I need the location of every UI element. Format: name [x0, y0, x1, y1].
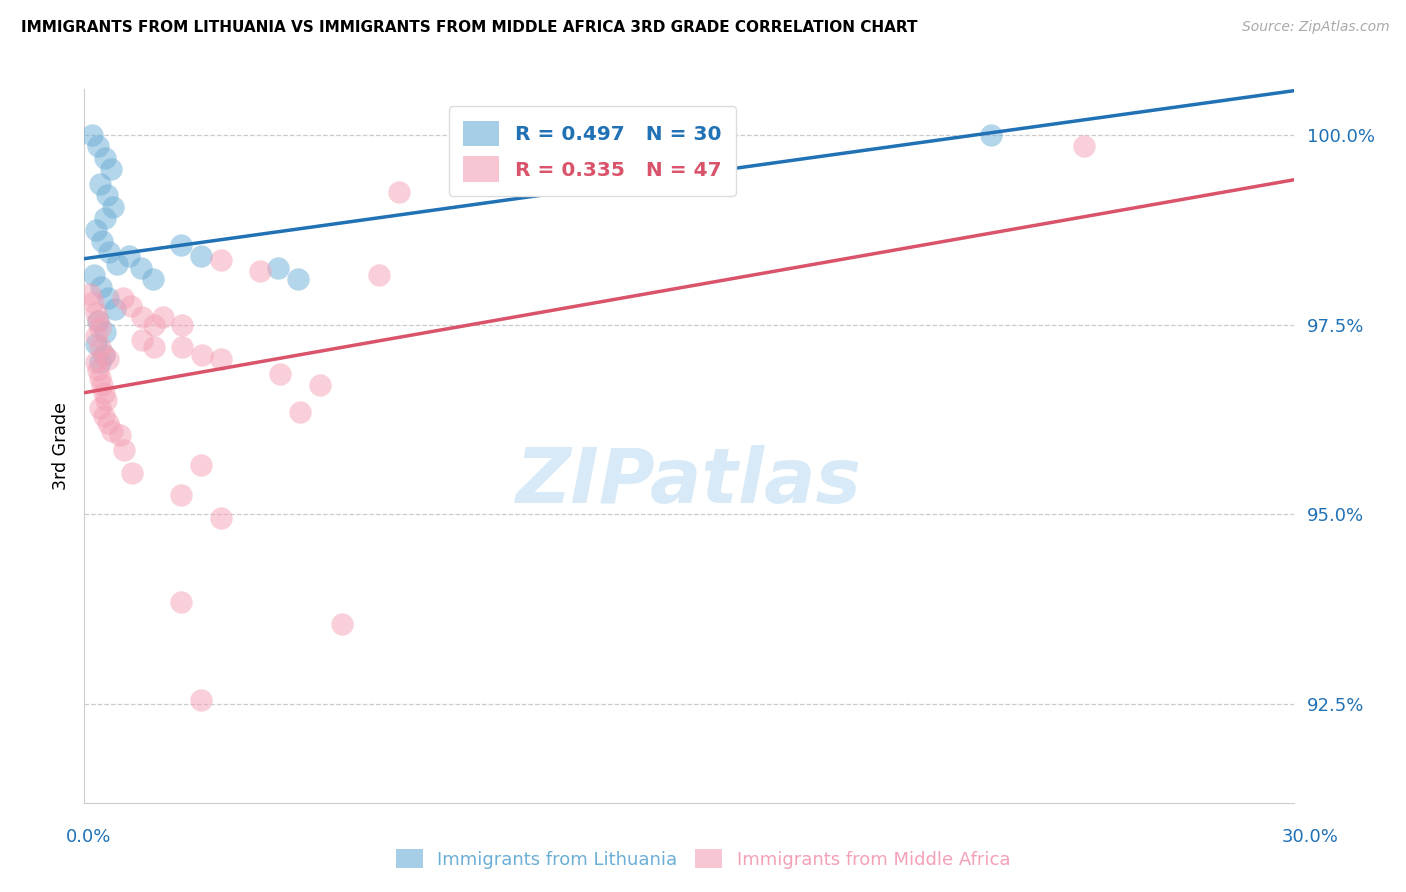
Y-axis label: 3rd Grade: 3rd Grade [52, 402, 70, 490]
Point [131, 310, 153, 324]
Point [120, 299, 142, 313]
Point [105, 257, 128, 271]
Point [83, 268, 105, 283]
Point [267, 260, 290, 275]
Point [288, 405, 311, 419]
Point [87, 314, 110, 328]
Point [170, 237, 193, 252]
Point [309, 378, 332, 392]
Point [90, 378, 112, 392]
Point [86, 314, 108, 328]
Point [93, 409, 115, 423]
Point [129, 260, 152, 275]
Point [89, 321, 111, 335]
Point [104, 302, 127, 317]
Point [89, 355, 111, 369]
Text: IMMIGRANTS FROM LITHUANIA VS IMMIGRANTS FROM MIDDLE AFRICA 3RD GRADE CORRELATION: IMMIGRANTS FROM LITHUANIA VS IMMIGRANTS … [21, 20, 918, 35]
Point [190, 693, 212, 707]
Point [96, 188, 118, 202]
Point [111, 291, 134, 305]
Point [100, 161, 122, 176]
Point [131, 333, 153, 347]
Point [97, 416, 120, 430]
Legend: Immigrants from Lithuania, Immigrants from Middle Africa: Immigrants from Lithuania, Immigrants fr… [388, 842, 1018, 876]
Point [93, 211, 115, 226]
Point [94, 393, 117, 408]
Point [93, 151, 115, 165]
Point [87, 139, 110, 153]
Point [170, 318, 193, 332]
Point [142, 340, 165, 354]
Text: 0.0%: 0.0% [66, 828, 111, 846]
Point [121, 466, 143, 480]
Point [191, 348, 214, 362]
Point [209, 351, 232, 366]
Point [190, 249, 212, 263]
Point [170, 594, 193, 608]
Point [79, 287, 101, 301]
Point [84, 329, 107, 343]
Point [1073, 139, 1095, 153]
Point [209, 511, 232, 525]
Point [84, 355, 107, 369]
Point [980, 128, 1002, 142]
Point [86, 363, 108, 377]
Text: ZIPatlas: ZIPatlas [516, 445, 862, 518]
Point [93, 348, 115, 362]
Point [97, 245, 120, 260]
Point [367, 268, 389, 283]
Point [82, 294, 104, 309]
Point [82, 128, 104, 142]
Point [209, 252, 232, 267]
Legend: R = 0.497   N = 30, R = 0.335   N = 47: R = 0.497 N = 30, R = 0.335 N = 47 [449, 106, 735, 196]
Point [249, 264, 271, 278]
Point [269, 367, 291, 381]
Point [170, 340, 193, 354]
Point [287, 272, 309, 286]
Point [93, 385, 115, 400]
Point [91, 234, 114, 248]
Text: Source: ZipAtlas.com: Source: ZipAtlas.com [1241, 20, 1389, 34]
Point [97, 291, 120, 305]
Point [112, 442, 135, 457]
Point [84, 336, 107, 351]
Point [468, 139, 491, 153]
Point [84, 306, 107, 320]
Point [100, 424, 122, 438]
Point [93, 348, 115, 362]
Point [190, 458, 212, 472]
Point [118, 249, 141, 263]
Text: 30.0%: 30.0% [1282, 828, 1339, 846]
Point [142, 318, 165, 332]
Point [101, 200, 124, 214]
Point [89, 370, 111, 384]
Point [89, 401, 111, 415]
Point [388, 185, 411, 199]
Point [89, 177, 111, 191]
Point [142, 272, 165, 286]
Point [97, 351, 120, 366]
Point [86, 222, 108, 236]
Point [89, 340, 111, 354]
Point [94, 325, 117, 339]
Point [90, 279, 112, 293]
Point [152, 310, 174, 324]
Point [330, 617, 353, 632]
Point [108, 427, 131, 442]
Point [170, 488, 193, 502]
